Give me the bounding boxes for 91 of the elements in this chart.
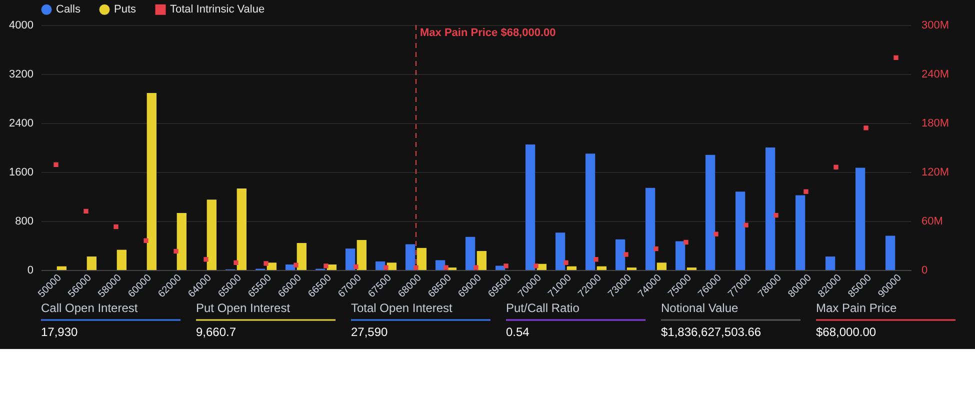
bar — [436, 260, 446, 270]
point — [474, 265, 478, 270]
ref-line-label: Max Pain Price $68,000.00 — [420, 27, 556, 39]
point — [864, 126, 868, 130]
point — [204, 257, 208, 262]
point — [354, 264, 358, 270]
point — [684, 240, 688, 245]
point — [444, 265, 448, 270]
bar — [856, 168, 866, 270]
y2-tick-label: 300M — [922, 20, 950, 32]
text: Total Open Interest — [351, 301, 454, 315]
bar — [526, 144, 536, 270]
y-tick-label: 1600 — [9, 166, 34, 178]
y2-tick-label: 180M — [922, 118, 950, 130]
bar — [176, 213, 186, 270]
bar — [796, 195, 806, 270]
bar — [586, 154, 596, 270]
point — [264, 261, 268, 266]
bar — [706, 154, 716, 270]
point — [744, 222, 748, 228]
bar — [56, 266, 66, 270]
bar — [346, 248, 356, 270]
bar — [416, 248, 426, 270]
text: $1,836,627,503.66 — [661, 325, 762, 339]
bar — [826, 256, 836, 270]
text: 9,660.7 — [196, 325, 236, 339]
point — [84, 208, 88, 214]
bar — [886, 236, 896, 270]
y2-tick-label: 60M — [922, 216, 943, 228]
text: Max Pain Price — [816, 301, 898, 315]
y-tick-label: 2400 — [9, 118, 34, 130]
text: 27,590 — [351, 325, 388, 339]
point — [714, 232, 718, 236]
point — [504, 264, 508, 268]
bar — [566, 266, 576, 270]
bar — [676, 241, 686, 270]
bar — [146, 92, 156, 270]
point — [594, 257, 598, 262]
text: Put/Call Ratio — [506, 301, 580, 315]
bar — [736, 192, 746, 270]
y-tick-label: 0 — [27, 264, 34, 276]
text: Call Open Interest — [41, 301, 138, 315]
bar — [476, 251, 486, 270]
point — [534, 264, 538, 268]
point — [804, 189, 808, 194]
point — [54, 162, 58, 167]
bar — [116, 250, 126, 270]
text: Put Open Interest — [196, 301, 291, 315]
point — [774, 212, 778, 218]
point — [114, 224, 118, 230]
y-tick-label: 4000 — [9, 20, 34, 32]
bar — [496, 266, 506, 270]
point — [234, 260, 238, 265]
bar — [406, 244, 416, 270]
bar — [266, 262, 276, 270]
bar — [296, 243, 306, 270]
point — [384, 265, 388, 270]
point — [414, 265, 418, 270]
bar — [766, 148, 776, 270]
legend-label: Calls — [56, 4, 81, 16]
bar — [646, 188, 656, 270]
legend-label: Total Intrinsic Value — [170, 4, 265, 16]
text: Notional Value — [661, 301, 738, 315]
bar — [656, 262, 666, 270]
point — [294, 262, 298, 268]
text: $68,000.00 — [816, 325, 876, 339]
bar — [286, 264, 296, 270]
y-tick-label: 800 — [15, 216, 34, 228]
bar — [206, 200, 216, 270]
y2-tick-label: 240M — [922, 68, 950, 80]
bar — [86, 256, 96, 270]
point — [564, 260, 568, 265]
text: 17,930 — [41, 325, 78, 339]
legend-label: Puts — [114, 4, 137, 16]
bar — [616, 239, 626, 270]
point — [654, 246, 658, 252]
y-tick-label: 3200 — [9, 68, 34, 80]
bar — [236, 188, 246, 270]
point — [834, 164, 838, 170]
y2-tick-label: 120M — [922, 166, 950, 178]
point — [144, 238, 148, 243]
point — [894, 55, 898, 60]
point — [174, 248, 178, 254]
bar — [356, 240, 366, 270]
bar — [466, 236, 476, 270]
y2-tick-label: 0 — [922, 264, 928, 276]
bar — [596, 266, 606, 270]
text: 0.54 — [506, 325, 530, 339]
point — [624, 252, 628, 257]
bar — [556, 232, 566, 270]
point — [324, 264, 328, 268]
